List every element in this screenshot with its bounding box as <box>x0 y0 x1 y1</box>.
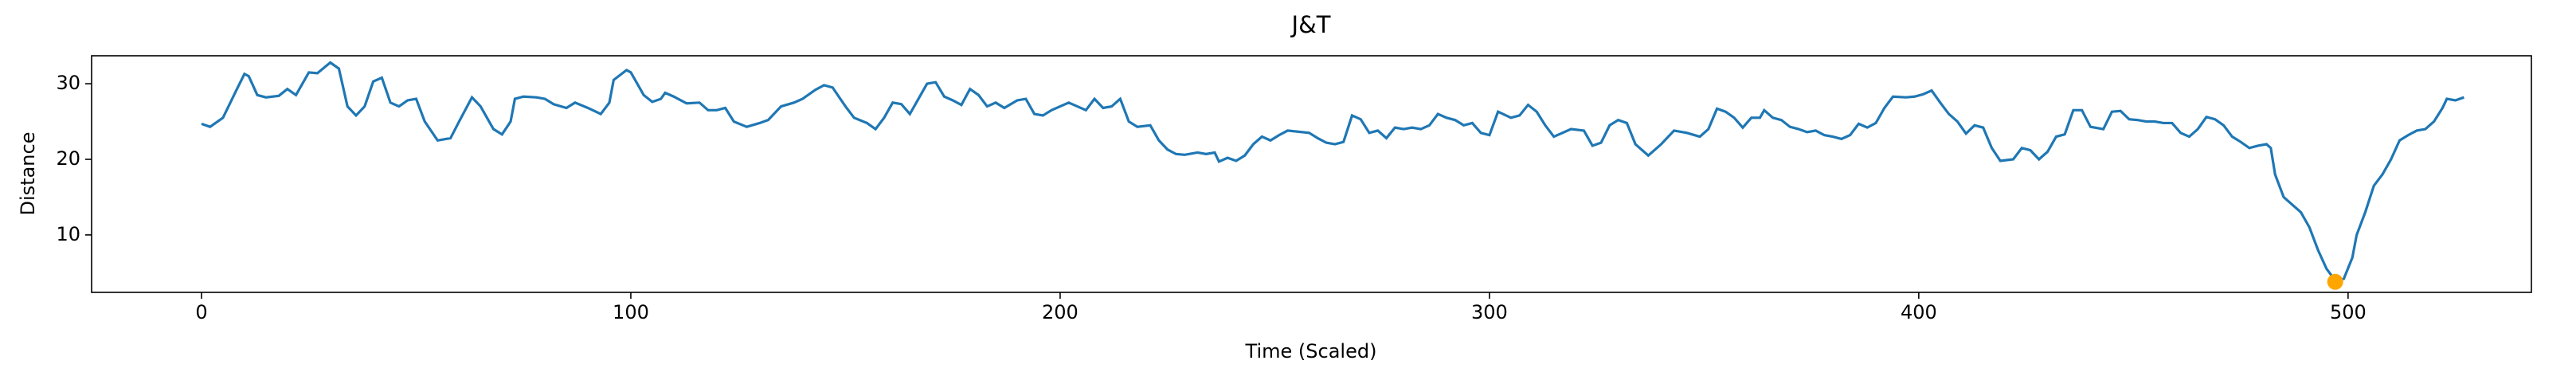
data-point <box>2327 273 2343 290</box>
x-axis-label: Time (Scaled) <box>1245 340 1377 362</box>
x-tick-label: 400 <box>1901 301 1937 323</box>
x-tick-label: 100 <box>613 301 649 323</box>
x-tick-label: 200 <box>1042 301 1079 323</box>
x-tick-label: 500 <box>2330 301 2367 323</box>
y-tick-label: 30 <box>56 72 80 94</box>
data-line <box>201 61 2464 282</box>
y-tick-label: 10 <box>56 223 80 245</box>
x-tick-label: 0 <box>195 301 207 323</box>
y-axis-label: Distance <box>17 132 39 216</box>
y-tick-label: 20 <box>56 147 80 170</box>
chart-title: J&T <box>1290 11 1331 38</box>
plot-frame <box>91 55 2532 293</box>
x-tick-label: 300 <box>1471 301 1508 323</box>
